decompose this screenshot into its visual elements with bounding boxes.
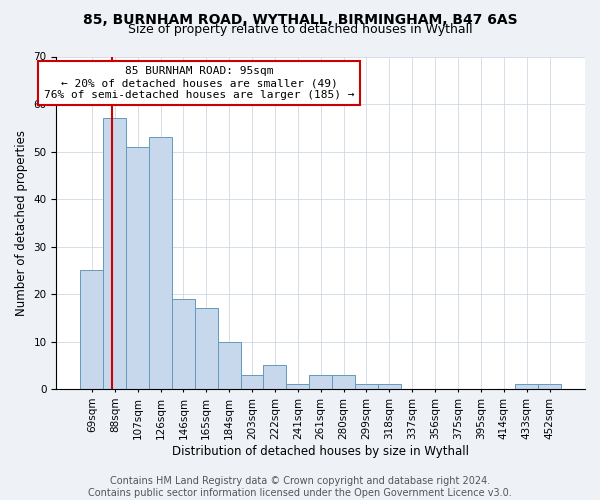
Text: 85 BURNHAM ROAD: 95sqm
← 20% of detached houses are smaller (49)
76% of semi-det: 85 BURNHAM ROAD: 95sqm ← 20% of detached… xyxy=(44,66,355,100)
Bar xyxy=(355,384,378,389)
Text: 85, BURNHAM ROAD, WYTHALL, BIRMINGHAM, B47 6AS: 85, BURNHAM ROAD, WYTHALL, BIRMINGHAM, B… xyxy=(83,12,517,26)
X-axis label: Distribution of detached houses by size in Wythall: Distribution of detached houses by size … xyxy=(172,444,469,458)
Bar xyxy=(515,384,538,389)
Bar xyxy=(241,375,263,389)
Bar xyxy=(286,384,309,389)
Bar xyxy=(218,342,241,389)
Bar xyxy=(126,147,149,389)
Bar xyxy=(378,384,401,389)
Bar xyxy=(172,299,195,389)
Bar xyxy=(195,308,218,389)
Bar xyxy=(332,375,355,389)
Bar xyxy=(263,366,286,389)
Bar xyxy=(80,270,103,389)
Text: Size of property relative to detached houses in Wythall: Size of property relative to detached ho… xyxy=(128,22,472,36)
Text: Contains HM Land Registry data © Crown copyright and database right 2024.
Contai: Contains HM Land Registry data © Crown c… xyxy=(88,476,512,498)
Bar xyxy=(103,118,126,389)
Bar xyxy=(538,384,561,389)
Y-axis label: Number of detached properties: Number of detached properties xyxy=(15,130,28,316)
Bar xyxy=(149,138,172,389)
Bar xyxy=(309,375,332,389)
